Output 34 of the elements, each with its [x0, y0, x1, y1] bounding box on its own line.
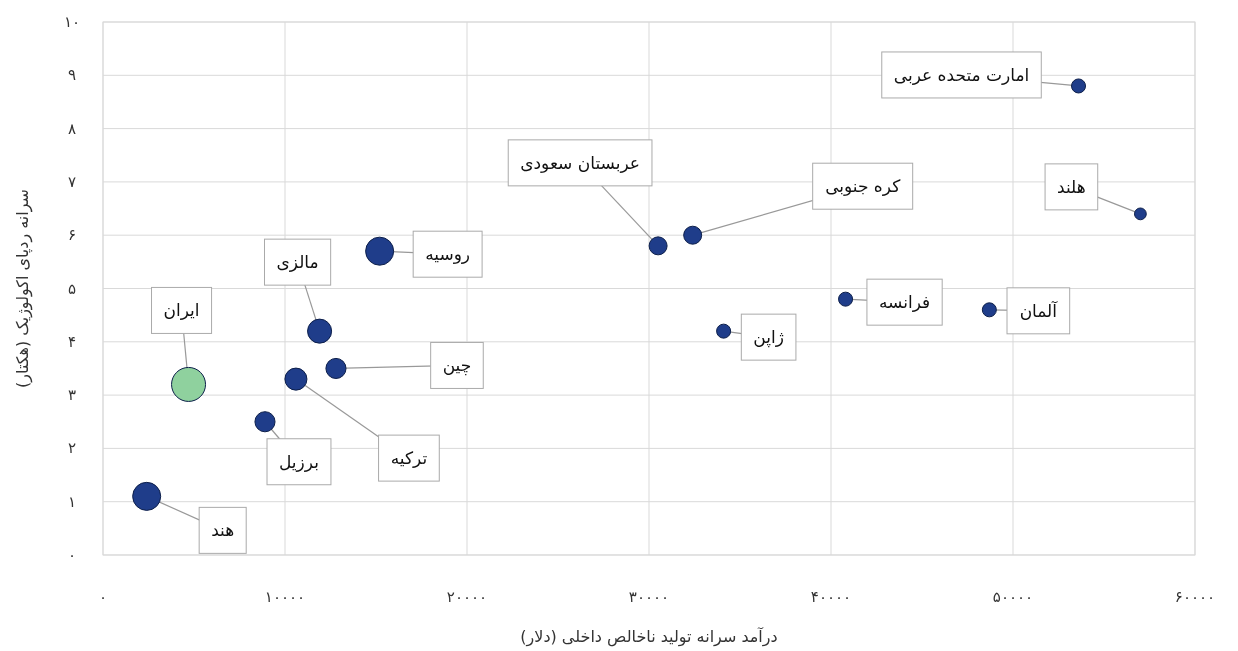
annotation: مالزی	[276, 252, 319, 273]
x-tick-label: ۲۰۰۰۰	[446, 588, 488, 606]
x-tick-label: ۰	[98, 588, 108, 606]
y-tick-label: ۶	[67, 226, 77, 245]
annotation: امارت متحده عربی	[893, 64, 1030, 85]
y-tick-label: ۹	[67, 66, 77, 85]
annotation: هند	[211, 520, 235, 541]
y-tick-label: ۲	[67, 439, 77, 458]
y-tick-label: ۵	[67, 279, 77, 298]
x-tick-label: ۴۰۰۰۰	[810, 588, 852, 606]
y-tick-label: ۳	[67, 386, 77, 405]
annotation: ایران	[163, 300, 200, 321]
annotation: فرانسه	[878, 292, 931, 313]
annotation: چین	[442, 355, 472, 377]
annotation: ترکیه	[390, 448, 428, 469]
y-tick-label: ۰	[67, 546, 77, 564]
x-tick-label: ۵۰۰۰۰	[992, 588, 1034, 606]
annotation: روسیه	[425, 244, 471, 265]
annotation: ژاپن	[753, 327, 784, 349]
x-tick-label: ۶۰۰۰۰	[1174, 588, 1216, 606]
annotation: عربستان سعودی	[520, 152, 640, 173]
y-tick-label: ۸	[67, 119, 77, 138]
x-tick-label: ۱۰۰۰۰	[264, 588, 306, 606]
y-tick-label: ۷	[67, 172, 77, 191]
annotation: کره جنوبی	[825, 176, 902, 197]
y-axis-title: سرانه ردپای اکولوژیک (هکتار)	[13, 189, 33, 388]
y-tick-label: ۴	[67, 332, 77, 351]
x-tick-label: ۳۰۰۰۰	[628, 588, 670, 606]
annotation: آلمان	[1019, 299, 1059, 321]
annotation: هلند	[1057, 176, 1086, 197]
y-tick-label: ۱	[67, 492, 77, 511]
annotation: برزیل	[279, 451, 319, 472]
y-tick-label: ۱۰	[63, 13, 81, 31]
x-axis-title: درآمد سرانه تولید ناخالص داخلی (دلار)	[520, 627, 778, 647]
